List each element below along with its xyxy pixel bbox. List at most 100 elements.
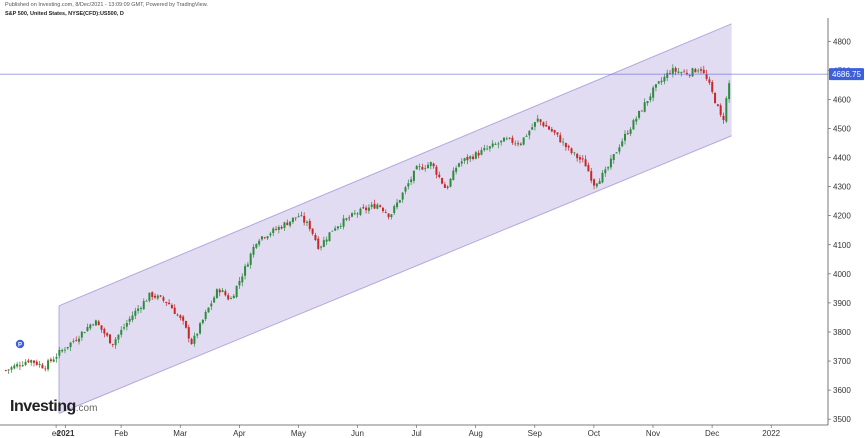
candle-up xyxy=(83,332,86,334)
candle-up xyxy=(229,298,232,300)
x-tick-label: Sep xyxy=(528,429,543,438)
candle-up xyxy=(621,141,624,147)
candle-up xyxy=(429,162,432,166)
candle-up xyxy=(643,102,646,112)
candle-down xyxy=(111,343,114,345)
x-tick-label: ec xyxy=(52,429,60,438)
candle-up xyxy=(677,71,680,73)
candle-up xyxy=(407,183,410,187)
candle-up xyxy=(604,169,607,174)
candle-up xyxy=(536,118,539,122)
x-tick-label: Feb xyxy=(114,429,128,438)
candle-up xyxy=(320,246,323,248)
candle-up xyxy=(463,158,466,161)
candle-down xyxy=(556,132,559,135)
candle-down xyxy=(176,314,179,316)
candle-up xyxy=(260,236,263,240)
x-tick-label: Dec xyxy=(705,429,719,438)
candle-up xyxy=(47,360,50,370)
candle-up xyxy=(235,285,238,298)
published-caption: Published on Investing.com, 8/Dec/2021 -… xyxy=(5,2,208,8)
x-tick-label: May xyxy=(291,429,306,438)
candle-down xyxy=(286,222,289,226)
candle-up xyxy=(7,369,10,371)
symbol-caption: S&P 500, United States, NYSE(CFD):US500,… xyxy=(5,11,124,17)
candle-up xyxy=(646,100,649,104)
candle-down xyxy=(49,359,52,362)
candle-down xyxy=(227,295,230,300)
candle-up xyxy=(415,166,418,170)
candle-up xyxy=(533,122,536,127)
candle-up xyxy=(404,187,407,192)
candle-up xyxy=(469,156,472,159)
candle-up xyxy=(204,311,207,320)
candle-down xyxy=(35,361,38,365)
candle-down xyxy=(106,333,109,336)
candle-up xyxy=(272,228,275,234)
candle-down xyxy=(593,179,596,186)
candle-down xyxy=(674,67,677,72)
candle-up xyxy=(210,303,213,307)
candle-up xyxy=(342,218,345,227)
candle-up xyxy=(638,110,641,118)
candle-down xyxy=(511,137,514,143)
candle-up xyxy=(94,320,97,326)
candle-up xyxy=(460,161,463,164)
candle-down xyxy=(314,234,317,241)
candle-up xyxy=(24,361,27,365)
y-tick-label: 3900 xyxy=(833,299,851,308)
candle-up xyxy=(663,76,666,82)
candle-down xyxy=(714,92,717,104)
candle-up xyxy=(291,217,294,222)
candle-down xyxy=(108,334,111,344)
candle-up xyxy=(334,228,337,231)
candle-up xyxy=(401,192,404,200)
candle-up xyxy=(370,204,373,207)
candle-up xyxy=(196,333,199,336)
candle-down xyxy=(263,237,266,239)
candle-up xyxy=(128,318,131,322)
candle-up xyxy=(283,222,286,228)
candle-up xyxy=(120,329,123,335)
candle-down xyxy=(683,71,686,73)
candle-down xyxy=(545,124,548,127)
y-tick-label: 4400 xyxy=(833,154,851,163)
candle-up xyxy=(359,208,362,215)
candle-up xyxy=(345,218,348,220)
candle-down xyxy=(542,122,545,127)
candle-up xyxy=(289,221,292,226)
candle-up xyxy=(376,204,379,209)
candle-up xyxy=(697,70,700,72)
candle-down xyxy=(32,360,35,363)
candle-up xyxy=(657,81,660,84)
candle-down xyxy=(182,316,185,321)
candle-up xyxy=(246,264,249,267)
candle-up xyxy=(13,365,16,369)
x-tick-label: Jun xyxy=(351,429,364,438)
candle-up xyxy=(615,152,618,154)
candle-up xyxy=(491,143,494,147)
candle-down xyxy=(688,74,691,76)
candle-down xyxy=(446,186,449,188)
candle-down xyxy=(472,156,475,159)
candle-up xyxy=(635,118,638,122)
candle-down xyxy=(590,171,593,181)
candle-up xyxy=(449,178,452,187)
x-tick-label: Oct xyxy=(588,429,601,438)
candle-down xyxy=(18,365,21,367)
y-tick-label: 4200 xyxy=(833,212,851,221)
candle-up xyxy=(69,342,72,348)
last-price-tag: 4686.75 xyxy=(829,68,864,81)
candle-up xyxy=(86,327,89,332)
candle-down xyxy=(564,143,567,148)
candle-up xyxy=(134,310,137,316)
candle-up xyxy=(680,72,683,74)
x-tick-label: Aug xyxy=(469,429,483,438)
candle-down xyxy=(308,220,311,230)
candle-up xyxy=(156,295,159,299)
candle-up xyxy=(494,144,497,145)
last-price-tag-label: 4686.75 xyxy=(832,70,861,79)
candle-down xyxy=(103,329,106,334)
candle-up xyxy=(612,154,615,161)
